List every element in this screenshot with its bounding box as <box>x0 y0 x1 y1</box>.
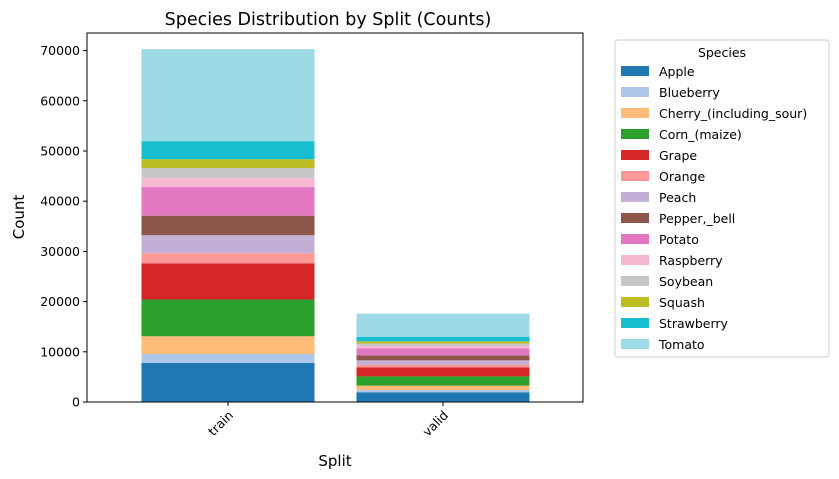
bar-train-grape <box>141 263 315 300</box>
legend-label: Strawberry <box>659 316 729 331</box>
bar-train-peach <box>141 235 315 254</box>
legend-label: Cherry_(including_sour) <box>659 106 807 121</box>
legend: Species Apple Blueberry Cherry_(including_… <box>614 39 830 358</box>
legend-label: Blueberry <box>659 85 720 100</box>
legend-swatch <box>621 318 649 328</box>
bar-valid-peach <box>356 360 530 365</box>
bar-train-soybean <box>141 167 315 179</box>
legend-label: Potato <box>659 232 699 247</box>
bar-valid-corn-maize <box>356 376 530 386</box>
bar-train-corn-maize <box>141 299 315 337</box>
y-tick-label: 70000 <box>40 43 80 58</box>
legend-swatch <box>621 129 649 139</box>
bar-train-tomato <box>141 49 315 142</box>
legend-label: Squash <box>659 295 705 310</box>
bar-valid-squash <box>356 341 530 344</box>
bar-train-raspberry <box>141 178 315 188</box>
legend-label: Pepper,_bell <box>659 211 735 226</box>
legend-swatch <box>621 339 649 349</box>
bar-train-pepper-bell <box>141 215 315 236</box>
bar-train-apple <box>141 362 315 402</box>
bar-valid-tomato <box>356 313 530 337</box>
bar-train-strawberry <box>141 141 315 160</box>
x-tick-label-train: train <box>205 408 236 439</box>
bar-valid-blueberry <box>356 389 530 393</box>
legend-items: Apple Blueberry Cherry_(including_sour) Cor… <box>621 64 807 352</box>
legend-label: Corn_(maize) <box>659 127 742 142</box>
bar-train-cherry-including-sour <box>141 336 315 354</box>
y-tick-label: 10000 <box>40 344 80 359</box>
y-tick-label: 50000 <box>40 143 80 158</box>
legend-title: Species <box>698 45 746 60</box>
legend-swatch <box>621 255 649 265</box>
legend-label: Tomato <box>658 337 705 352</box>
legend-frame <box>614 39 830 358</box>
bar-valid-cherry-including-sour <box>356 385 530 390</box>
legend-swatch <box>621 108 649 118</box>
x-axis-label: Split <box>318 452 351 470</box>
legend-swatch <box>621 297 649 307</box>
legend-swatch <box>621 87 649 97</box>
legend-swatch <box>621 192 649 202</box>
legend-label: Apple <box>659 64 695 79</box>
legend-label: Peach <box>659 190 696 205</box>
legend-swatch <box>621 276 649 286</box>
bar-valid-apple <box>356 392 530 402</box>
plot-area-frame <box>86 32 584 403</box>
bar-train-blueberry <box>141 353 315 363</box>
y-axis: 0 10000 20000 30000 40000 50000 60000 70000 <box>40 43 87 410</box>
bar-train-potato <box>141 187 315 216</box>
bar-valid-strawberry <box>356 336 530 342</box>
x-axis: train valid <box>205 402 451 439</box>
bar-valid-orange <box>356 364 530 368</box>
bar-train-orange <box>141 253 315 264</box>
x-tick-label-valid: valid <box>419 408 451 440</box>
legend-swatch <box>621 234 649 244</box>
legend-swatch <box>621 66 649 76</box>
y-tick-label: 60000 <box>40 93 80 108</box>
bar-valid-soybean <box>356 343 530 347</box>
bar-train-squash <box>141 159 315 168</box>
legend-swatch <box>621 171 649 181</box>
bar-valid-potato <box>356 348 530 356</box>
legend-label: Orange <box>659 169 705 184</box>
legend-label: Grape <box>659 148 697 163</box>
legend-swatch <box>621 150 649 160</box>
y-axis-label: Count <box>10 195 28 240</box>
bar-valid-grape <box>356 367 530 377</box>
bar-stacks <box>141 49 530 402</box>
legend-label: Raspberry <box>659 253 723 268</box>
legend-label: Soybean <box>659 274 713 289</box>
bar-valid-raspberry <box>356 346 530 349</box>
y-tick-label: 30000 <box>40 244 80 259</box>
legend-swatch <box>621 213 649 223</box>
y-tick-label: 40000 <box>40 194 80 209</box>
bar-valid-pepper-bell <box>356 355 530 361</box>
chart-title: Species Distribution by Split (Counts) <box>165 10 492 30</box>
y-tick-label: 20000 <box>40 294 80 309</box>
y-tick-label: 0 <box>72 395 80 410</box>
